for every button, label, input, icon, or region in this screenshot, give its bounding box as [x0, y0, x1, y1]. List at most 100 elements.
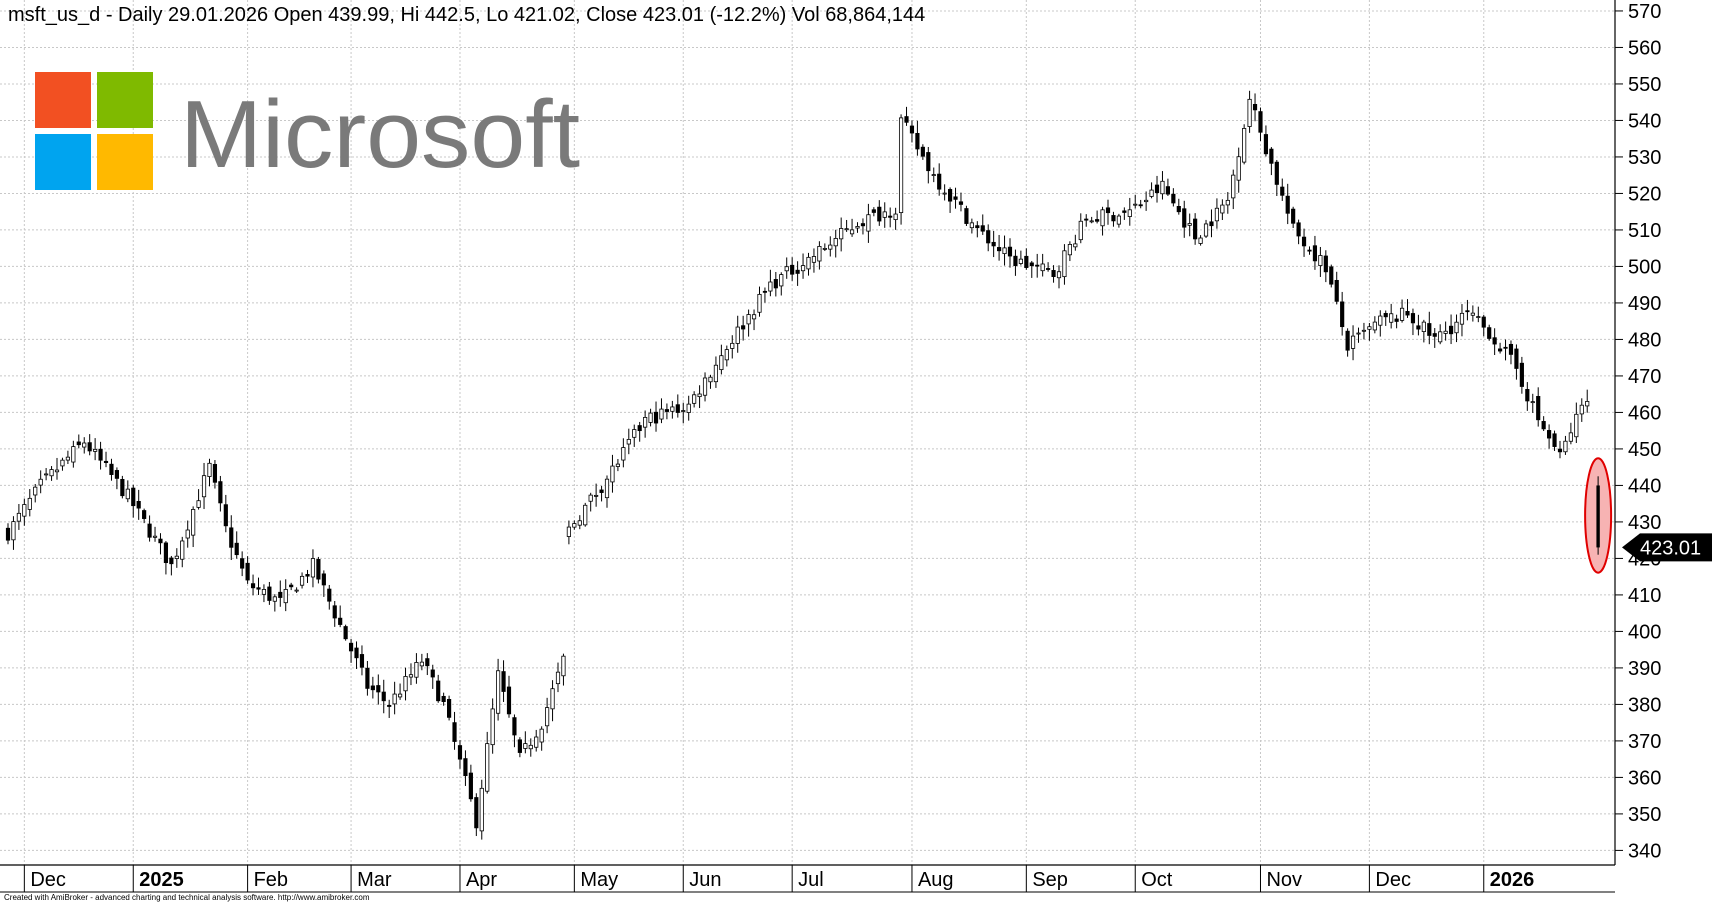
candle-body — [681, 410, 686, 412]
candle-body — [496, 670, 501, 714]
candle — [376, 674, 381, 705]
y-tick-label: 460 — [1628, 402, 1661, 424]
candle-body — [1274, 161, 1279, 185]
candle — [653, 401, 659, 432]
candle — [196, 489, 201, 510]
candle-body — [866, 214, 871, 232]
candle — [1198, 235, 1203, 246]
candle — [746, 309, 751, 337]
candle — [1144, 191, 1149, 211]
candle — [1514, 344, 1519, 380]
candle-body — [997, 247, 1002, 252]
candle-body — [387, 704, 392, 707]
candle — [240, 551, 245, 577]
candle-body — [795, 269, 800, 274]
candle — [1350, 325, 1356, 361]
candle-body — [751, 314, 757, 320]
candle-body — [338, 617, 343, 625]
candle-body — [1340, 301, 1345, 328]
candle — [1372, 316, 1377, 334]
candle — [299, 572, 305, 589]
candle-body — [779, 274, 784, 287]
candle — [1481, 314, 1486, 337]
candle — [1307, 246, 1312, 255]
candle-body — [1263, 134, 1269, 155]
candle-body — [1427, 323, 1432, 336]
logo-wordmark: Microsoft — [180, 81, 580, 188]
candle-body — [120, 479, 125, 497]
candle-body — [1007, 246, 1013, 257]
candle — [1579, 398, 1584, 422]
candle-body — [577, 520, 582, 526]
x-tick-label: May — [580, 869, 618, 891]
candle-body — [98, 448, 103, 461]
candle-body — [1481, 316, 1486, 328]
candle — [1013, 249, 1018, 276]
candle-body — [953, 196, 958, 200]
candle-body — [561, 655, 566, 677]
candle-body — [659, 408, 664, 420]
candle — [893, 207, 898, 230]
candle-body — [1465, 310, 1470, 313]
candle — [468, 764, 473, 802]
y-tick-label: 490 — [1628, 293, 1661, 315]
candle — [1334, 271, 1339, 305]
candle-body — [425, 658, 430, 667]
candle-body — [675, 404, 680, 413]
candle — [1111, 211, 1116, 227]
candle — [1389, 303, 1394, 329]
candle — [670, 400, 675, 419]
candle-body — [817, 246, 822, 262]
candle-body — [1410, 313, 1416, 324]
candle — [626, 428, 631, 455]
candle-body — [196, 500, 201, 508]
candle-body — [735, 326, 740, 344]
candle — [147, 515, 152, 542]
candle — [201, 462, 207, 510]
candle-body — [1563, 440, 1568, 453]
candle — [1220, 199, 1225, 220]
candle — [354, 641, 359, 669]
candles — [5, 90, 1590, 840]
candle — [49, 466, 54, 481]
candle — [436, 674, 441, 703]
candle — [741, 315, 746, 341]
candle-body — [1247, 98, 1252, 127]
candle — [256, 577, 261, 595]
candle-body — [485, 743, 490, 792]
candle-body — [1105, 207, 1111, 214]
candle — [1242, 124, 1247, 165]
candle-body — [1285, 195, 1290, 214]
candle-body — [54, 469, 60, 473]
candle-body — [588, 494, 593, 502]
candle — [441, 692, 446, 706]
candle — [702, 372, 708, 402]
y-tick-label: 470 — [1628, 366, 1661, 388]
candle — [1399, 299, 1405, 323]
candle — [751, 309, 757, 331]
candle — [1470, 305, 1475, 322]
candle — [811, 248, 817, 273]
candle — [898, 114, 904, 225]
candle — [1078, 213, 1083, 244]
candle-body — [1220, 204, 1225, 214]
candle — [817, 241, 822, 270]
candle-body — [87, 442, 92, 452]
candle — [33, 483, 38, 503]
candle — [1492, 328, 1497, 355]
candle-body — [626, 438, 631, 445]
candle — [82, 437, 87, 454]
candle — [506, 675, 512, 718]
candle — [321, 570, 326, 597]
candle-body — [321, 573, 326, 586]
x-tick-label: Aug — [918, 869, 954, 891]
candle-body — [436, 680, 441, 702]
candle-body — [1171, 193, 1176, 204]
candle — [397, 683, 403, 700]
candle-body — [833, 238, 838, 247]
candle — [1416, 314, 1421, 336]
candle-body — [572, 523, 577, 528]
candle-body — [1046, 268, 1051, 270]
candle-body — [1225, 199, 1230, 206]
candle — [681, 402, 686, 424]
